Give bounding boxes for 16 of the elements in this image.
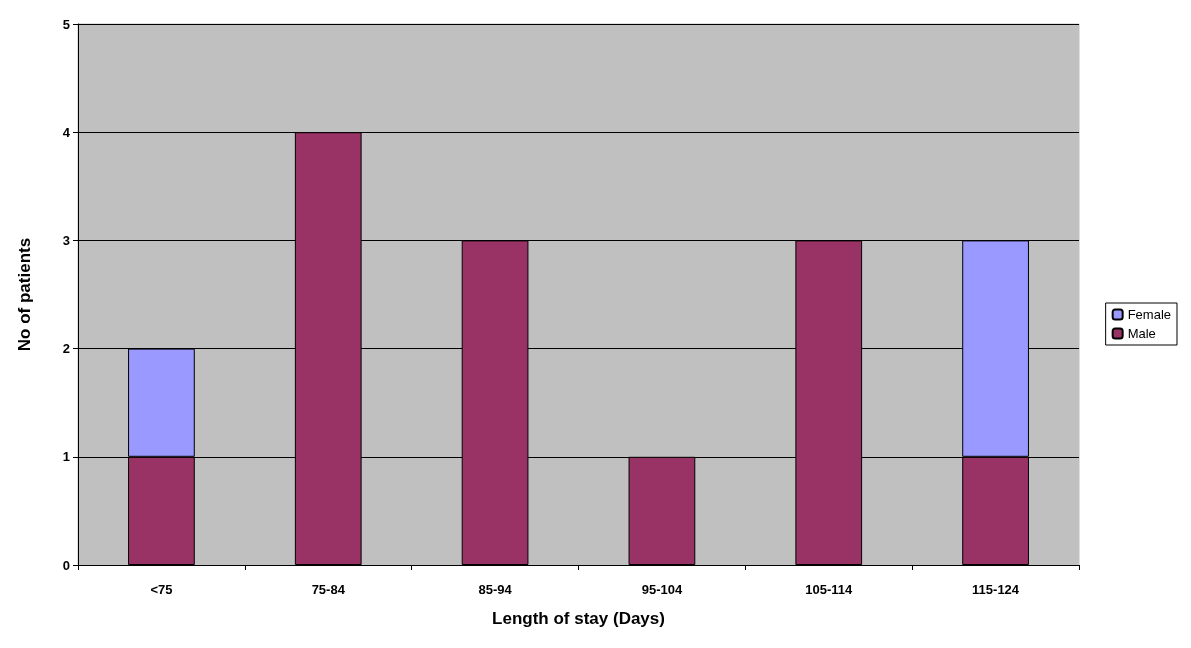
y-tick-label: 5 <box>62 16 70 32</box>
x-axis-title: Length of stay (Days) <box>492 609 665 628</box>
y-tick-label: 1 <box>62 449 70 465</box>
x-tick-label: <75 <box>150 582 173 597</box>
x-tick-label: 95-104 <box>641 582 683 597</box>
y-tick-label: 0 <box>62 557 70 573</box>
y-tick-label: 4 <box>62 124 71 140</box>
x-tick-label: 105-114 <box>805 582 854 597</box>
x-tick-label: 75-84 <box>311 582 346 597</box>
x-tick-label: 85-94 <box>478 582 513 597</box>
legend-label: Female <box>1127 307 1172 322</box>
y-axis-title: No of patients <box>15 237 34 352</box>
y-tick-label: 2 <box>62 341 70 357</box>
legend-label: Male <box>1127 326 1156 341</box>
y-tick-label: 3 <box>62 232 70 248</box>
x-tick-label: 115-124 <box>972 582 1020 597</box>
